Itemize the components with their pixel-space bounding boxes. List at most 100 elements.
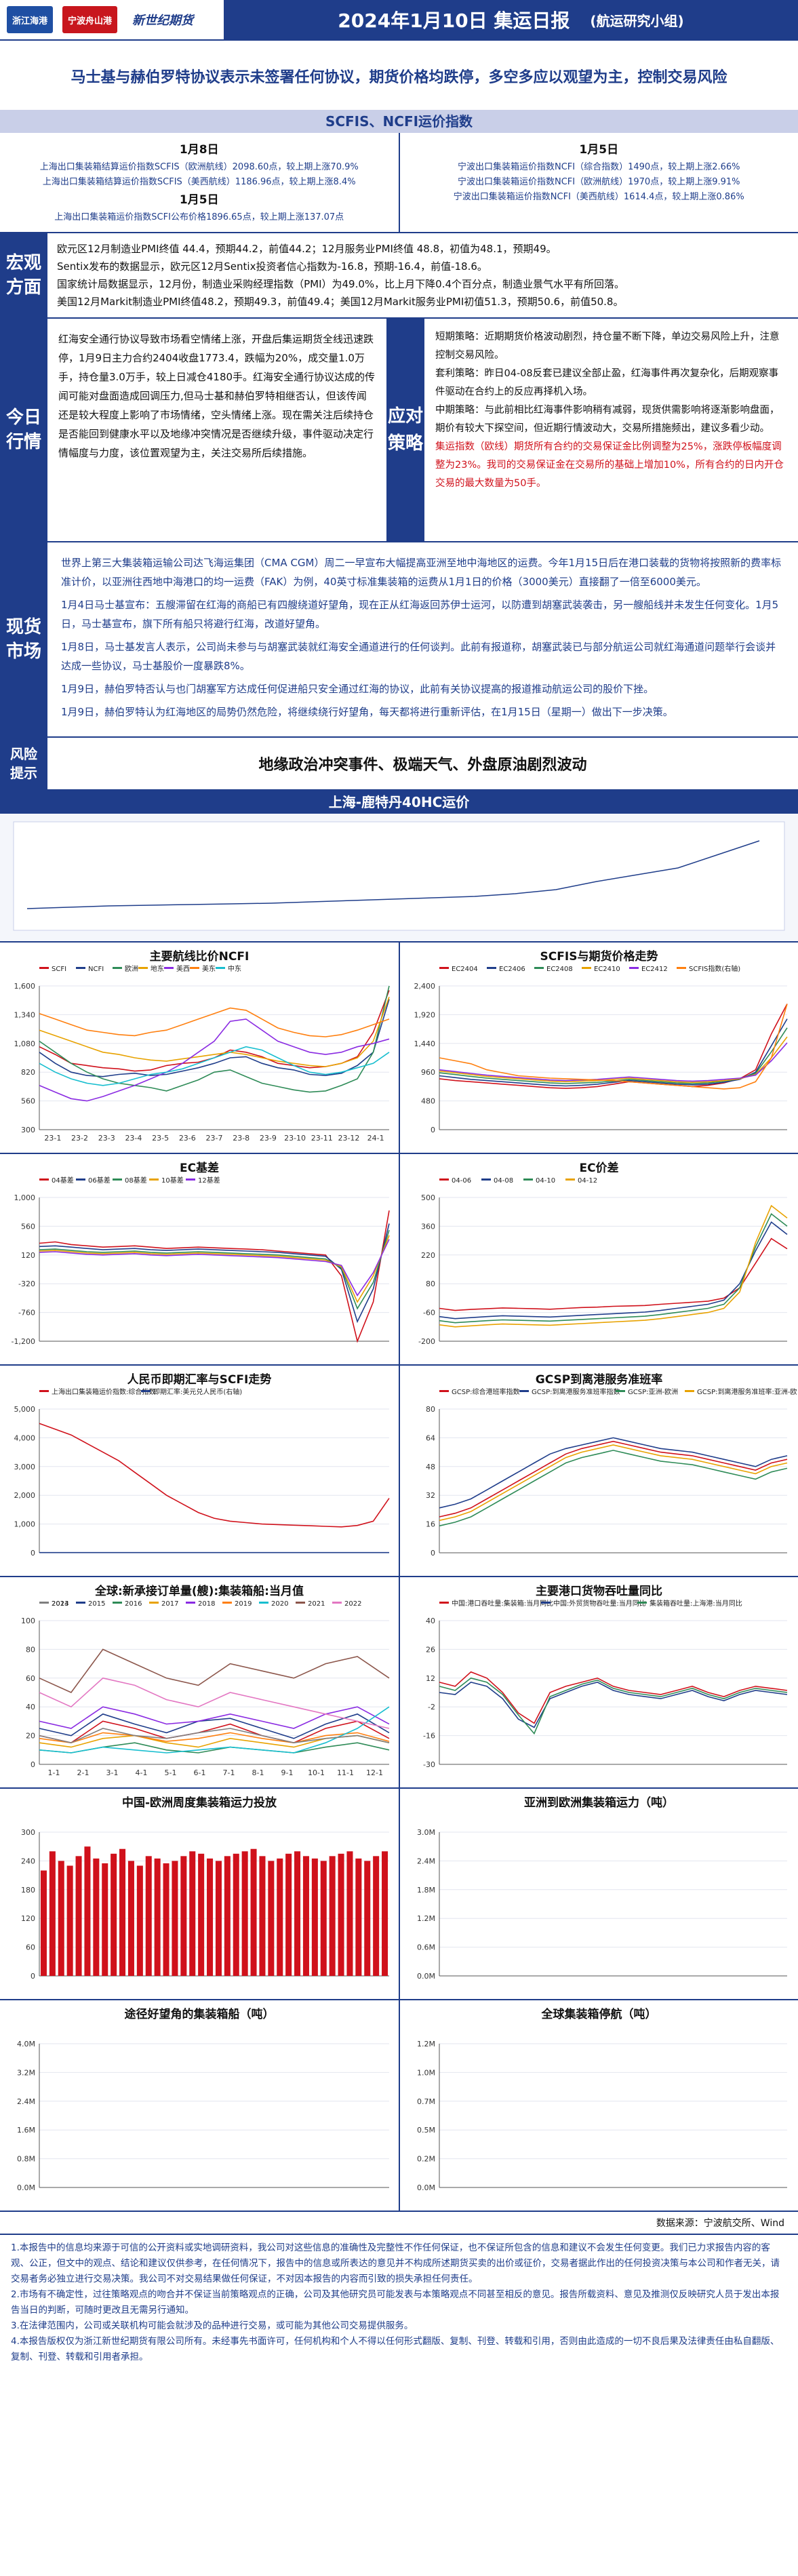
y-tick-label: -200 bbox=[418, 1337, 435, 1346]
y-tick-label: 480 bbox=[421, 1097, 435, 1106]
chart-title: 全球集装箱停航（吨） bbox=[541, 2008, 657, 2021]
chart-cell: 中国-欧洲周度集装箱运力投放 0 60 120 180 240 300 bbox=[0, 1789, 400, 2000]
legend-swatch bbox=[565, 1178, 575, 1181]
series-line bbox=[39, 1713, 390, 1739]
y-tick-label: 0 bbox=[31, 1972, 35, 1981]
bar bbox=[180, 1856, 187, 1976]
series-line bbox=[39, 1742, 390, 1753]
y-tick-label: 60 bbox=[26, 1943, 35, 1952]
legend-swatch bbox=[39, 1602, 49, 1604]
ec-basis-chart: -1,200 -760 -320 120 560 1,000 04基差 06基差 08基差 10基… bbox=[12, 1176, 390, 1346]
chart-cell: EC基差 -1,200 -760 -320 120 560 1,000 04基差 06基差 08… bbox=[0, 1154, 400, 1366]
bar bbox=[207, 1858, 214, 1976]
headline: 马士基与赫伯罗特协议表示未签署任何协议，期货价格均跌停，多空多应以观望为主，控制… bbox=[71, 69, 727, 86]
series-line bbox=[439, 1212, 788, 1324]
y-tick-label: 1,600 bbox=[14, 982, 36, 991]
bar bbox=[241, 1851, 248, 1976]
scfis-column: 1月8日 上海出口集装箱结算运价指数SCFIS（欧洲航线）2098.60点，较上… bbox=[0, 133, 400, 232]
y-tick-label: 2.4M bbox=[17, 2097, 35, 2106]
y-tick-label: 1.8M bbox=[417, 1886, 435, 1895]
series-line bbox=[439, 1677, 788, 1735]
legend-swatch bbox=[190, 967, 199, 969]
zhejiang-port-logo: 浙江海港 bbox=[7, 6, 54, 33]
spot-market-section: 现货市场 世界上第三大集装箱运输公司达飞海运集团（CMA CGM）周二一早宣布大… bbox=[0, 542, 798, 738]
y-tick-label: 64 bbox=[426, 1433, 435, 1442]
series-line bbox=[39, 1007, 390, 1037]
macro-line: 国家统计局数据显示，12月份，制造业采购经理指数（PMI）为49.0%，比上月下… bbox=[57, 278, 625, 290]
legend-label: 美西 bbox=[176, 964, 190, 973]
series-line bbox=[439, 1237, 788, 1311]
new-century-futures-logo: 新世纪期货 bbox=[127, 6, 199, 33]
chart-title: 主要港口货物吞吐量同比 bbox=[536, 1585, 662, 1598]
strategy-margin-notice: 集运指数（欧线）期货所有合约的交易保证金比例调整为25%，涨跌停板幅度调整为23… bbox=[435, 441, 784, 489]
legend-label: SCFIS指数(右轴) bbox=[689, 964, 740, 973]
disclaimer-item: 1.本报告中的信息均来源于可信的公开资料或实地调研资料，我公司对这些信息的准确性… bbox=[11, 2242, 780, 2284]
y-tick-label: 80 bbox=[426, 1280, 435, 1288]
legend-label: 美东 bbox=[202, 964, 216, 973]
ncfi-line-1: 宁波出口集装箱运价指数NCFI（综合指数）1490点，较上期上涨2.66% bbox=[458, 162, 740, 172]
bar bbox=[154, 1858, 161, 1976]
ncfi-route-chart: 300 560 820 1,080 1,340 1,600 23-1 23-2 23-3 23-4… bbox=[14, 964, 390, 1143]
chart-title: 主要航线比价NCFI bbox=[149, 950, 250, 964]
legend-swatch bbox=[541, 1602, 551, 1604]
chart-title: EC基差 bbox=[179, 1162, 220, 1175]
legend-swatch bbox=[141, 1390, 151, 1392]
series-line bbox=[39, 999, 390, 1077]
today-text: 红海安全通行协议导致市场看空情绪上涨，开盘后集运期货全线迅速跌停，1月9日主力合… bbox=[58, 333, 376, 459]
y-tick-label: 26 bbox=[426, 1645, 435, 1654]
x-tick-label: 9-1 bbox=[281, 1768, 294, 1777]
legend-swatch bbox=[259, 1602, 268, 1604]
legend-swatch bbox=[113, 1602, 122, 1604]
y-tick-label: 560 bbox=[21, 1222, 35, 1231]
scfis-line-1: 上海出口集装箱结算运价指数SCFIS（欧洲航线）2098.60点，较上期上涨70… bbox=[39, 162, 359, 172]
x-tick-label: 23-8 bbox=[233, 1134, 250, 1143]
legend-label: 04基差 bbox=[52, 1176, 74, 1185]
legend-label: GCSP:到离港服务准班率指数 bbox=[532, 1387, 620, 1396]
legend-label: GCSP:到离港服务准班率:亚洲-欧洲 bbox=[697, 1387, 797, 1396]
legend-label: 10基差 bbox=[161, 1176, 184, 1185]
legend-swatch bbox=[296, 1602, 305, 1604]
bar bbox=[364, 1861, 371, 1976]
risk-section: 风险提示 地缘政治冲突事件、极端天气、外盘原油剧烈波动 bbox=[0, 738, 798, 791]
series-line bbox=[39, 1018, 390, 1102]
bar bbox=[66, 1865, 73, 1976]
strategy-arbitrage: 套利策略：昨日04-08反套已建议全部止盈，红海事件再次复杂化，后期观察事件驱动… bbox=[435, 368, 779, 397]
risk-text: 地缘政治冲突事件、极端天气、外盘原油剧烈波动 bbox=[258, 757, 587, 774]
series-line bbox=[439, 1444, 788, 1522]
legend-swatch bbox=[164, 967, 174, 969]
legend-swatch bbox=[637, 1602, 647, 1604]
scfis-line-3: 上海出口集装箱运价指数SCFI公布价格1896.65点，较上期上涨137.07点 bbox=[54, 212, 344, 222]
legend-swatch bbox=[439, 1602, 449, 1604]
index-section: 1月8日 上海出口集装箱结算运价指数SCFIS（欧洲航线）2098.60点，较上… bbox=[0, 133, 798, 233]
y-tick-label: 1,920 bbox=[414, 1010, 436, 1019]
y-tick-label: 2,400 bbox=[414, 982, 436, 991]
series-line bbox=[39, 985, 390, 1093]
y-tick-label: 1,000 bbox=[14, 1193, 36, 1202]
y-tick-label: 0 bbox=[31, 1760, 35, 1769]
report-title: 2024年1月10日 集运日报 bbox=[338, 9, 570, 32]
legend-label: 即期汇率:美元兑人民币(右轴) bbox=[153, 1387, 242, 1396]
bar bbox=[285, 1853, 292, 1976]
market-paragraph: 1月8日，马士基发言人表示，公司尚未参与与胡塞武装就红海安全通道进行的任何谈判。… bbox=[61, 641, 776, 672]
asia-europe-capacity-chart: 0.0M 0.6M 1.2M 1.8M 2.4M 3.0M bbox=[417, 1828, 787, 1981]
legend-swatch bbox=[677, 967, 686, 969]
y-tick-label: 1.6M bbox=[17, 2126, 35, 2135]
scfis-date-2: 1月5日 bbox=[179, 193, 219, 207]
series-line bbox=[39, 1677, 390, 1729]
y-tick-label: 0.7M bbox=[417, 2097, 435, 2106]
scfis-line-2: 上海出口集装箱结算运价指数SCFIS（美西航线）1186.96点，较上期上涨8.… bbox=[42, 177, 356, 187]
chart-cell: GCSP到离港服务准班率 0 16 32 48 64 80 GCSP:综合港班率指数 GCSP… bbox=[400, 1366, 798, 1577]
legend-label: 中国:外贸货物吞吐量:当月同比 bbox=[553, 1599, 646, 1608]
legend-swatch bbox=[487, 967, 496, 969]
y-tick-label: -320 bbox=[18, 1280, 35, 1288]
bar bbox=[163, 1863, 169, 1976]
spot-market-label: 现货市场 bbox=[0, 542, 47, 736]
legend-swatch bbox=[186, 1602, 195, 1604]
legend-label: EC2408 bbox=[546, 966, 573, 973]
legend-swatch bbox=[113, 1178, 122, 1181]
legend-label: 2016 bbox=[125, 1600, 142, 1608]
ncfi-column: 1月5日 宁波出口集装箱运价指数NCFI（综合指数）1490点，较上期上涨2.6… bbox=[400, 133, 798, 232]
legend-swatch bbox=[523, 1178, 533, 1181]
legend-label: EC2410 bbox=[594, 966, 620, 973]
market-paragraph: 1月4日马士基宣布：五艘滞留在红海的商船已有四艘绕道好望角，现在正从红海返回苏伊… bbox=[61, 599, 779, 630]
